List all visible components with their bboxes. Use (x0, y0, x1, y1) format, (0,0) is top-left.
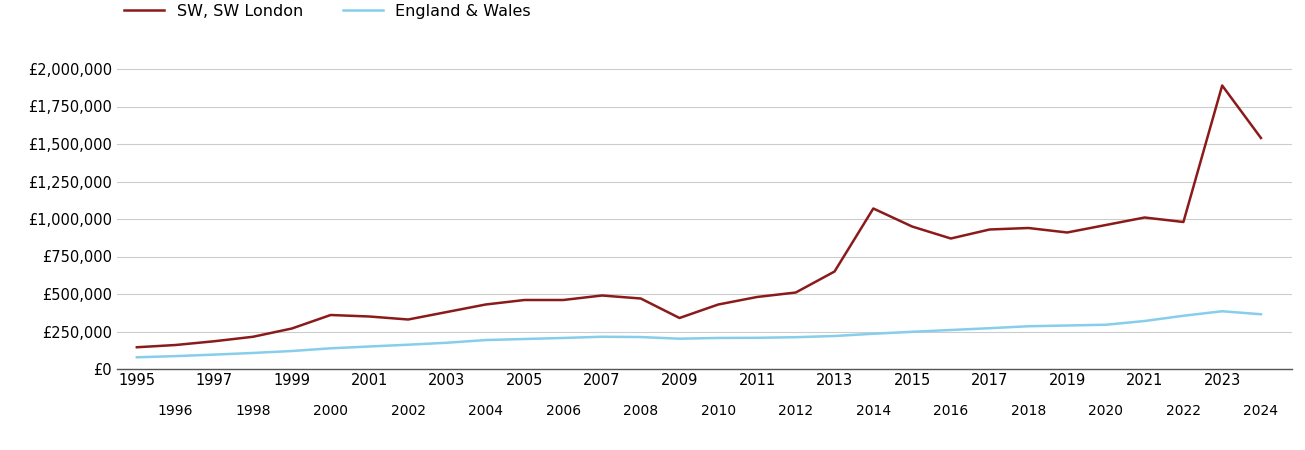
SW, SW London (1021, 225, 1036, 231)
England & Wales (361, 344, 377, 349)
England & Wales (904, 329, 920, 334)
England & Wales (1021, 324, 1036, 329)
SW, SW London (206, 338, 222, 344)
SW, SW London (827, 269, 843, 274)
England & Wales (168, 353, 184, 359)
SW, SW London (1176, 219, 1191, 225)
England & Wales (981, 325, 997, 331)
England & Wales (594, 334, 609, 339)
England & Wales (710, 335, 726, 341)
SW, SW London (284, 326, 300, 331)
SW, SW London (556, 297, 572, 303)
SW, SW London (438, 309, 454, 315)
England & Wales (1060, 323, 1075, 328)
England & Wales (1215, 309, 1231, 314)
England & Wales (672, 336, 688, 342)
England & Wales (1253, 311, 1268, 317)
SW, SW London (1060, 230, 1075, 235)
SW, SW London (478, 302, 493, 307)
England & Wales (284, 348, 300, 354)
England & Wales (129, 355, 145, 360)
England & Wales (401, 342, 416, 347)
England & Wales (322, 346, 338, 351)
England & Wales (865, 331, 881, 337)
SW, SW London (168, 342, 184, 348)
SW, SW London (904, 224, 920, 229)
England & Wales (788, 334, 804, 340)
SW, SW London (1137, 215, 1152, 220)
England & Wales (206, 352, 222, 357)
SW, SW London (633, 296, 649, 301)
England & Wales (633, 334, 649, 340)
SW, SW London (981, 227, 997, 232)
England & Wales (1098, 322, 1113, 328)
SW, SW London (361, 314, 377, 319)
England & Wales (438, 340, 454, 346)
SW, SW London (788, 290, 804, 295)
England & Wales (827, 333, 843, 339)
SW, SW London (865, 206, 881, 211)
SW, SW London (1098, 222, 1113, 228)
England & Wales (245, 350, 261, 356)
SW, SW London (1253, 135, 1268, 141)
Legend: SW, SW London, England & Wales: SW, SW London, England & Wales (117, 0, 538, 25)
Line: SW, SW London: SW, SW London (137, 86, 1261, 347)
SW, SW London (401, 317, 416, 322)
SW, SW London (322, 312, 338, 318)
SW, SW London (245, 334, 261, 339)
SW, SW London (129, 345, 145, 350)
SW, SW London (944, 236, 959, 241)
England & Wales (556, 335, 572, 341)
England & Wales (478, 338, 493, 343)
SW, SW London (517, 297, 532, 303)
SW, SW London (710, 302, 726, 307)
SW, SW London (672, 315, 688, 321)
England & Wales (749, 335, 765, 341)
England & Wales (944, 327, 959, 333)
England & Wales (517, 336, 532, 342)
SW, SW London (594, 293, 609, 298)
England & Wales (1137, 318, 1152, 324)
England & Wales (1176, 313, 1191, 319)
SW, SW London (1215, 83, 1231, 88)
SW, SW London (749, 294, 765, 300)
Line: England & Wales: England & Wales (137, 311, 1261, 357)
